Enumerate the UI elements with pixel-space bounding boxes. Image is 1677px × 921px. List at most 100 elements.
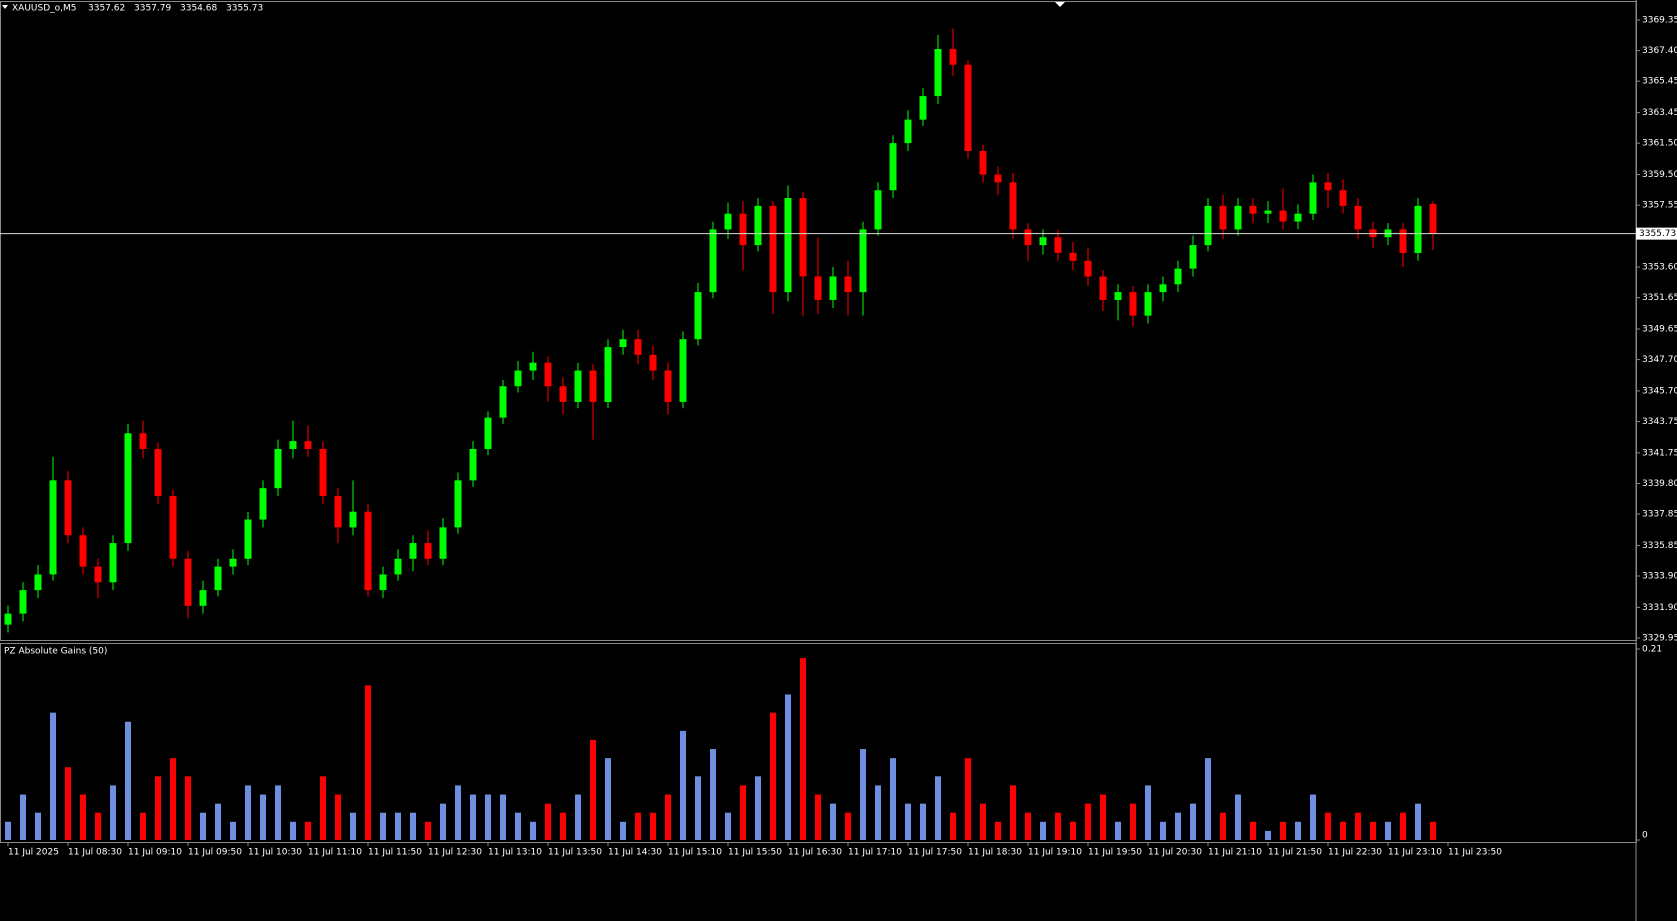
indicator-title: PZ Absolute Gains (50) <box>4 647 107 657</box>
gain-bar <box>815 794 821 840</box>
candle-body <box>1189 245 1197 269</box>
candle-body <box>4 613 12 625</box>
gain-bar <box>335 794 341 840</box>
x-tick-label: 11 Jul 19:10 <box>1028 848 1082 858</box>
gain-bar <box>1385 821 1391 840</box>
candle-body <box>694 292 702 340</box>
candle-body <box>1009 182 1017 230</box>
candle-body <box>1069 252 1077 261</box>
gain-bar <box>890 758 896 840</box>
gain-bar <box>560 812 566 840</box>
gain-bar <box>515 812 521 840</box>
gain-bar <box>395 812 401 840</box>
candle-body <box>484 417 492 449</box>
gain-bar <box>95 812 101 840</box>
candle-body <box>1099 276 1107 300</box>
candle-body <box>859 229 867 293</box>
candle-body <box>529 362 537 371</box>
gain-bar <box>1265 830 1271 840</box>
gain-bar <box>620 821 626 840</box>
gain-bar <box>170 758 176 840</box>
candle-body <box>754 205 762 246</box>
y-tick-label: 3347.70 <box>1642 355 1677 365</box>
gain-bar <box>245 785 251 840</box>
gain-bar <box>365 685 371 840</box>
gain-bar <box>740 785 746 840</box>
y-tick-label: 3337.85 <box>1642 510 1677 520</box>
y-tick-label: 3349.65 <box>1642 324 1677 334</box>
gain-bar <box>1040 821 1046 840</box>
candle-body <box>109 543 117 583</box>
candle-body <box>574 370 582 402</box>
gain-bar <box>65 767 71 840</box>
candle-body <box>1294 213 1302 222</box>
x-tick-label: 11 Jul 2025 <box>8 848 59 858</box>
gain-bar <box>905 803 911 840</box>
x-tick-label: 11 Jul 13:10 <box>488 848 542 858</box>
candle-body <box>784 198 792 293</box>
candle-body <box>184 558 192 606</box>
candle-body <box>709 229 717 293</box>
y-tick-label: 3365.45 <box>1642 77 1677 87</box>
candle-body <box>349 511 357 528</box>
candle-body <box>214 566 222 591</box>
gain-bar <box>590 739 596 840</box>
gain-bar <box>545 803 551 840</box>
candle-body <box>1279 210 1287 222</box>
gain-bar <box>965 758 971 840</box>
candle-body <box>1024 229 1032 246</box>
candle-body <box>604 347 612 402</box>
gain-bar <box>605 758 611 840</box>
candle-body <box>424 543 432 559</box>
x-tick-label: 11 Jul 11:10 <box>308 848 362 858</box>
x-tick-label: 11 Jul 21:10 <box>1208 848 1262 858</box>
candle-body <box>814 276 822 300</box>
gain-bar <box>980 803 986 840</box>
y-tick-label: 3369.35 <box>1642 16 1677 26</box>
candle-body <box>1054 237 1062 253</box>
gain-bar <box>1055 812 1061 840</box>
gain-bar <box>1340 821 1346 840</box>
gain-bar <box>1205 758 1211 840</box>
gain-bar <box>845 812 851 840</box>
gain-bar <box>230 821 236 840</box>
candle-body <box>1159 284 1167 293</box>
candle-body <box>799 198 807 277</box>
gain-bar <box>665 794 671 840</box>
candle-body <box>139 433 147 449</box>
x-tick-label: 11 Jul 23:50 <box>1448 848 1502 858</box>
menu-arrow[interactable] <box>2 5 8 9</box>
candle-body <box>1234 205 1242 230</box>
candle-body <box>1429 204 1437 234</box>
gain-bar <box>305 821 311 840</box>
gain-bar <box>5 821 11 840</box>
candle-body <box>1414 205 1422 253</box>
candle-body <box>514 370 522 387</box>
x-tick-label: 11 Jul 21:50 <box>1268 848 1322 858</box>
y-tick-label: 0.21 <box>1642 645 1662 655</box>
gain-bar <box>530 821 536 840</box>
gain-bar <box>725 812 731 840</box>
candle-body <box>979 150 987 175</box>
gain-bar <box>425 821 431 840</box>
gain-bar <box>455 785 461 840</box>
x-tick-label: 11 Jul 14:30 <box>608 848 662 858</box>
candle-body <box>454 480 462 528</box>
gain-bar <box>710 749 716 840</box>
gain-bar <box>500 794 506 840</box>
candle-body <box>919 96 927 120</box>
gain-bar <box>470 794 476 840</box>
y-tick-label: 3335.85 <box>1642 541 1677 551</box>
candle-body <box>49 480 57 575</box>
candle-body <box>889 143 897 191</box>
gain-bar <box>200 812 206 840</box>
gain-bar <box>1250 821 1256 840</box>
gain-bar <box>1400 812 1406 840</box>
gain-bar <box>800 658 806 840</box>
y-tick-label: 3353.60 <box>1642 263 1677 273</box>
gain-bar <box>320 776 326 840</box>
y-tick-label: 3359.50 <box>1642 170 1677 180</box>
gain-bar <box>770 712 776 840</box>
